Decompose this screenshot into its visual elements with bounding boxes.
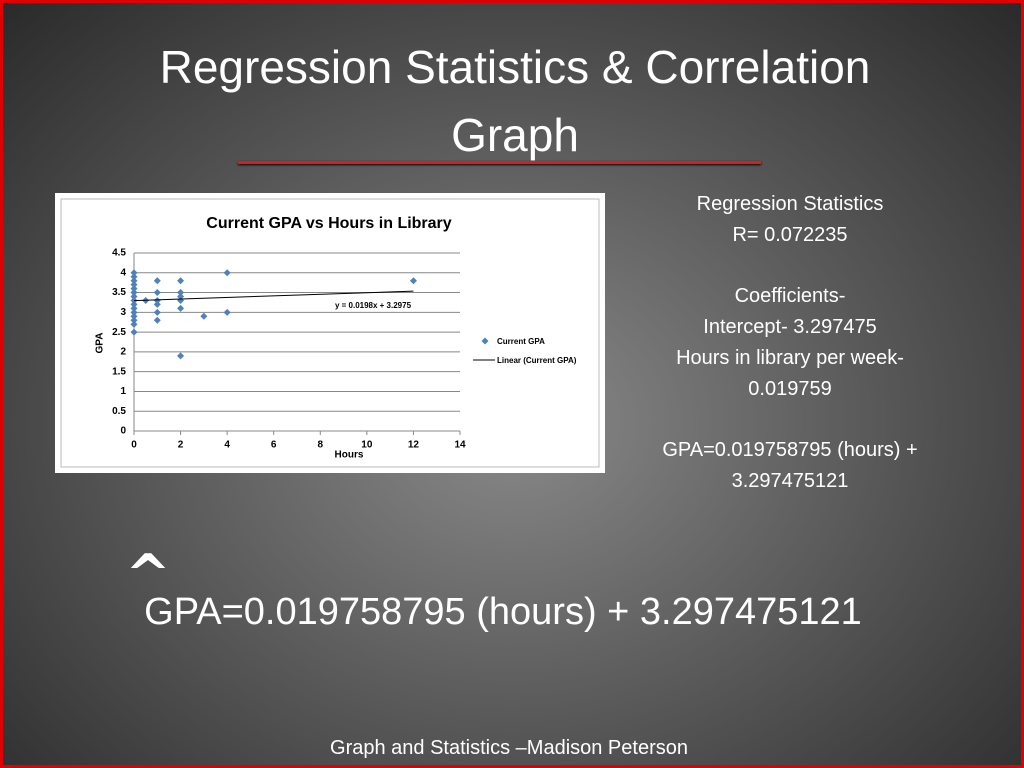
point [223,308,231,316]
point [130,285,138,293]
stats-line: 0.019759 [748,377,832,400]
footer: Graph and Statistics –Madison Peterson [330,737,688,759]
y-axis-title: GPA [95,333,106,354]
point [130,281,138,289]
y-tick-label: 0 [120,426,126,437]
chart: Current GPA vs Hours in Library Hours GP… [55,193,605,473]
stats-line: GPA=0.019758795 (hours) + [662,439,918,462]
y-tick-label: 3 [120,307,126,318]
point [153,316,161,324]
point [153,277,161,285]
x-tick-label: 8 [318,440,324,451]
trendline [133,290,414,302]
stats-line: Intercept- 3.297475 [703,316,877,339]
point [130,304,138,312]
legend-label: Current GPA [497,337,545,346]
x-tick-label: 6 [271,440,277,451]
hat-symbol: ^ [125,543,171,606]
point [153,300,161,308]
x-tick-label: 4 [224,440,230,451]
stats-line: Regression Statistics [696,193,884,215]
point [130,312,138,320]
point [130,277,138,285]
point [177,289,185,297]
stats-block: Regression Statistics R= 0.072235 Coeffici… [623,189,957,497]
point [153,308,161,316]
y-tick-label: 4.5 [112,248,126,259]
y-tick-label: 4 [120,267,126,278]
point [409,277,417,285]
slide-title: Regression Statistics & Correlation Grap… [159,41,871,161]
point [153,289,161,297]
trendline-label: y = 0.0198x + 3.2975 [335,301,412,310]
x-tick-label: 12 [408,440,420,451]
point [130,293,138,301]
stats-line: Coefficients- [734,285,846,308]
point [130,316,138,324]
y-tick-label: 1.5 [112,366,126,377]
stats-line: 3.297475121 [731,470,849,493]
legend-label: Linear (Current GPA) [497,356,577,365]
equation: GPA=0.019758795 (hours) + 3.297475121 [144,591,862,633]
point [177,293,185,301]
point [177,304,185,312]
point [223,269,231,277]
chart-title: Current GPA vs Hours in Library [206,215,451,232]
stats-line: Hours in library per week- [676,346,904,369]
x-tick-label: 14 [454,440,466,451]
point [130,320,138,328]
y-tick-label: 3.5 [112,287,126,298]
x-axis-title: Hours [335,450,364,461]
y-tick-label: 1 [120,386,126,397]
stats-line: R= 0.072235 [732,223,848,246]
point [200,312,208,320]
point [130,269,138,277]
y-tick-label: 2 [120,347,126,358]
point [130,328,138,336]
y-tick-label: 0.5 [112,406,126,417]
x-tick-label: 10 [361,440,373,451]
point [130,308,138,316]
x-tick-label: 2 [178,440,184,451]
chart-frame [60,198,600,468]
point [177,296,185,304]
point [177,277,185,285]
point [177,352,185,360]
point [153,296,161,304]
title-rule [238,161,761,164]
y-tick-label: 2.5 [112,327,126,338]
point [130,289,138,297]
legend-marker [481,337,489,345]
point [130,300,138,308]
point [130,273,138,281]
x-tick-label: 0 [131,440,137,451]
